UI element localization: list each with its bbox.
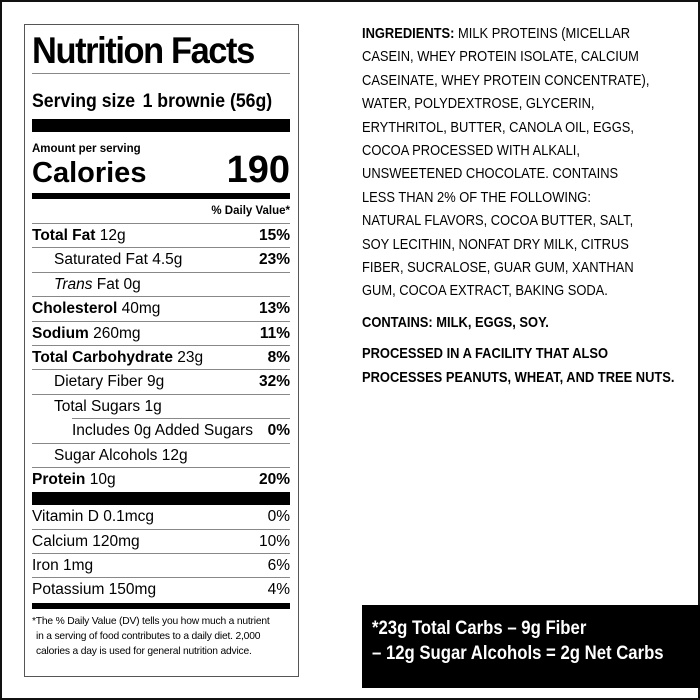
vitamin-name: Vitamin D 0.1mcg — [32, 508, 155, 526]
nutrient-row: Dietary Fiber 9g 32% — [32, 370, 290, 395]
nutrient-row: Sodium 260mg 11% — [32, 322, 290, 346]
nutrient-row: Saturated Fat 4.5g 23% — [32, 248, 290, 273]
nutrient-amount: 12g — [161, 446, 188, 464]
nutrient-amount: 12g — [99, 227, 126, 244]
nutrient-name: Total Carbohydrate — [32, 348, 173, 366]
label-title: Nutrition Facts — [32, 30, 255, 71]
nutrient-amount: 40mg — [121, 300, 161, 318]
net-carbs-line: – 12g Sugar Alcohols = 2g Net Carbs — [372, 643, 664, 664]
ingredients-block: INGREDIENTS: MILK PROTEINS (MICELLAR CAS… — [362, 22, 675, 389]
nutrient-name: Cholesterol — [32, 300, 118, 318]
ingredients-line: CASEINATE, WHEY PROTEIN CONCENTRATE), — [362, 71, 650, 89]
serving-value: 1 brownie (56g) — [142, 91, 273, 112]
nutrient-row: Total Fat 12g 15% — [32, 224, 290, 249]
facility-statement: PROCESSED IN A FACILITY THAT ALSO — [362, 345, 609, 363]
nutrient-dv: 23% — [258, 251, 290, 269]
daily-value-header: % Daily Value* — [32, 199, 290, 224]
ingredients-line: WATER, POLYDEXTROSE, GLYCERIN, — [362, 95, 595, 113]
nutrient-name: Includes 0g Added Sugars — [72, 422, 253, 440]
net-carbs-line: *23g Total Carbs – 9g Fiber — [372, 618, 587, 639]
nutrient-name-suffix: Fat — [96, 275, 120, 293]
nutrition-facts-panel: Nutrition Facts Serving size 1 brownie (5… — [24, 24, 299, 677]
nutrient-row: Protein 10g 20% — [32, 468, 290, 492]
nutrient-dv: 8% — [267, 348, 290, 366]
nutrient-amount: 1g — [144, 397, 162, 415]
vitamin-dv: 4% — [267, 581, 290, 599]
ingredients-line: COCOA PROCESSED WITH ALKALI, — [362, 142, 580, 160]
calories-value: 190 — [226, 149, 290, 191]
calories-row: Calories 190 — [32, 149, 290, 191]
nutrient-row: Total Carbohydrate 23g 8% — [32, 346, 290, 371]
calories-label: Calories — [32, 157, 147, 189]
nutrient-name: Sodium — [32, 324, 89, 342]
nutrient-name: Saturated Fat — [54, 251, 148, 269]
footnote-line: calories a day is used for general nutri… — [36, 645, 252, 657]
ingredients-line: NATURAL FLAVORS, COCOA BUTTER, SALT, — [362, 212, 634, 230]
vitamin-row: Vitamin D 0.1mcg 0% — [32, 505, 290, 530]
nutrient-dv: 20% — [258, 470, 290, 488]
ingredients-line: UNSWEETENED CHOCOLATE. CONTAINS — [362, 165, 619, 183]
ingredients-line: ERYTHRITOL, BUTTER, CANOLA OIL, EGGS, — [362, 118, 634, 136]
divider — [32, 73, 290, 74]
nutrient-dv: 15% — [258, 227, 290, 244]
nutrient-dv: 13% — [258, 300, 290, 318]
nutrient-amount: 9g — [147, 373, 165, 391]
footnote-line: *The % Daily Value (DV) tells you how mu… — [32, 615, 270, 627]
nutrient-name: Dietary Fiber — [54, 373, 143, 391]
medium-divider — [32, 193, 290, 199]
nutrient-name: Total Fat — [32, 227, 96, 244]
nutrient-amount: 10g — [89, 470, 116, 488]
ingredients-line: CASEIN, WHEY PROTEIN ISOLATE, CALCIUM — [362, 48, 639, 66]
amount-per-serving: Amount per serving — [32, 143, 141, 155]
nutrient-name: Total Sugars — [54, 397, 141, 415]
vitamin-row: Calcium 120mg 10% — [32, 530, 290, 555]
nutrient-amount: 260mg — [93, 324, 141, 342]
ingredients-line: LESS THAN 2% OF THE FOLLOWING: — [362, 188, 591, 206]
serving-size: Serving size 1 brownie (56g) — [32, 91, 272, 113]
nutrient-name: Sugar Alcohols — [54, 446, 158, 464]
nutrient-row: Includes 0g Added Sugars 0% — [32, 419, 290, 444]
nutrient-name: Trans — [54, 275, 93, 293]
vitamin-dv: 10% — [258, 532, 290, 550]
footnote-line: in a serving of food contributes to a da… — [36, 630, 261, 642]
vitamin-name: Iron 1mg — [32, 557, 94, 575]
ingredients-line: FIBER, SUCRALOSE, GUAR GUM, XANTHAN — [362, 259, 634, 277]
vitamin-dv: 6% — [267, 557, 290, 575]
nutrient-amount: 4.5g — [152, 251, 183, 269]
vitamin-dv: 0% — [267, 508, 290, 526]
nutrient-row: Sugar Alcohols 12g — [32, 444, 290, 468]
nutrient-dv: 11% — [259, 324, 290, 342]
nutrient-dv: 0% — [267, 422, 290, 440]
ingredients-line: SOY LECITHIN, NONFAT DRY MILK, CITRUS — [362, 235, 629, 253]
nutrient-row: Total Sugars 1g — [32, 395, 290, 419]
nutrient-row: Trans Fat 0g — [32, 273, 290, 298]
vitamin-row: Iron 1mg 6% — [32, 554, 290, 579]
ingredients-line: MILK PROTEINS (MICELLAR — [454, 25, 631, 42]
serving-label: Serving size — [32, 91, 136, 112]
vitamin-name: Potassium 150mg — [32, 581, 157, 599]
ingredients-line: GUM, COCOA EXTRACT, BAKING SODA. — [362, 282, 608, 300]
vitamin-name: Calcium 120mg — [32, 532, 140, 550]
footnote: *The % Daily Value (DV) tells you how mu… — [32, 614, 290, 659]
ingredients-heading: INGREDIENTS: — [362, 25, 455, 42]
thick-divider — [32, 492, 290, 506]
vitamin-row: Potassium 150mg 4% — [32, 578, 290, 602]
nutrient-amount: 0g — [123, 275, 141, 293]
nutrient-row: Cholesterol 40mg 13% — [32, 297, 290, 322]
medium-divider — [32, 602, 290, 609]
net-carbs-box: *23g Total Carbs – 9g Fiber – 12g Sugar … — [362, 605, 700, 688]
facility-statement: PROCESSES PEANUTS, WHEAT, AND TREE NUTS. — [362, 368, 675, 386]
nutrient-amount: 23g — [177, 348, 204, 366]
nutrient-name: Protein — [32, 470, 86, 488]
nutrient-dv: 32% — [258, 373, 290, 391]
thick-divider — [32, 119, 290, 132]
allergen-statement: CONTAINS: MILK, EGGS, SOY. — [362, 313, 549, 331]
